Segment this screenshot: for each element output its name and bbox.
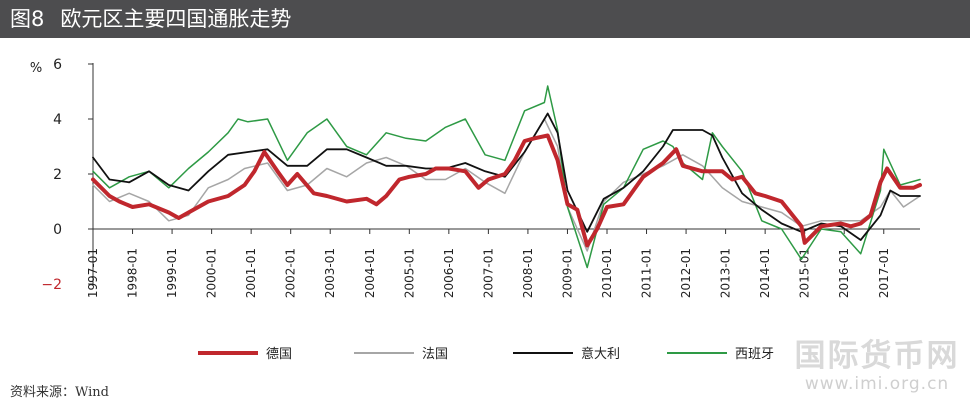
title-bar: 图8 欧元区主要四国通胀走势 bbox=[0, 0, 970, 38]
legend-label-3: 西班牙 bbox=[735, 347, 774, 362]
x-axis: 1997-01 1998-01 1999-01 2000-01 2001-01 2002-… bbox=[86, 228, 920, 298]
x-tick-label: 2000-01 bbox=[205, 248, 219, 298]
y-tick-label: 0 bbox=[53, 222, 62, 238]
watermark: 国际货币网 www.imi.org.cn bbox=[792, 338, 962, 394]
y-tick-label: 4 bbox=[53, 112, 62, 128]
x-tick-label: 2002-01 bbox=[284, 248, 298, 298]
x-tick-label: 2001-01 bbox=[244, 248, 258, 298]
series-line-1 bbox=[92, 118, 921, 252]
watermark-logo-text: 国际货币网 bbox=[794, 338, 960, 374]
chart-title-text: 欧元区主要四国通胀走势 bbox=[60, 7, 292, 31]
x-tick-label: 2005-01 bbox=[402, 248, 416, 298]
x-tick-label: 2013-01 bbox=[719, 248, 733, 298]
legend: 德国 法国 意大利 西班牙 bbox=[198, 346, 774, 362]
x-tick-label: 2015-01 bbox=[798, 248, 812, 298]
x-tick-label: 2010-01 bbox=[600, 248, 614, 298]
y-axis-ticks: −2 0 2 4 6 bbox=[41, 57, 93, 293]
x-tick-label: 2007-01 bbox=[481, 248, 495, 298]
chart-title: 图8 欧元区主要四国通胀走势 bbox=[10, 4, 291, 34]
source-note: 资料来源：Wind bbox=[10, 385, 109, 400]
series-line-2 bbox=[92, 112, 921, 241]
x-tick-label: 2011-01 bbox=[640, 248, 654, 298]
y-axis-unit: % bbox=[30, 61, 42, 76]
x-tick-label: 2012-01 bbox=[679, 248, 693, 298]
y-tick-label: −2 bbox=[41, 277, 62, 293]
x-tick-label: 1999-01 bbox=[165, 248, 179, 298]
legend-label-1: 法国 bbox=[422, 347, 448, 362]
watermark-url: www.imi.org.cn bbox=[804, 374, 950, 394]
x-tick-label: 1997-01 bbox=[86, 248, 100, 298]
y-tick-label: 6 bbox=[53, 57, 62, 73]
x-tick-label: 1998-01 bbox=[126, 248, 140, 298]
x-tick-label: 2006-01 bbox=[442, 248, 456, 298]
x-tick-label: 2016-01 bbox=[837, 248, 851, 298]
series-line-0 bbox=[91, 133, 922, 248]
x-tick-label: 2003-01 bbox=[323, 248, 337, 298]
series-lines bbox=[91, 85, 922, 269]
x-tick-label: 2014-01 bbox=[758, 248, 772, 298]
x-tick-label: 2009-01 bbox=[560, 248, 574, 298]
x-tick-label: 2017-01 bbox=[877, 248, 891, 298]
x-tick-label: 2008-01 bbox=[521, 248, 535, 298]
x-tick-label: 2004-01 bbox=[363, 248, 377, 298]
legend-label-0: 德国 bbox=[266, 347, 292, 362]
y-tick-label: 2 bbox=[53, 167, 62, 183]
figure-label: 图8 bbox=[10, 7, 45, 31]
legend-label-2: 意大利 bbox=[581, 346, 620, 362]
series-line-3 bbox=[92, 85, 921, 269]
